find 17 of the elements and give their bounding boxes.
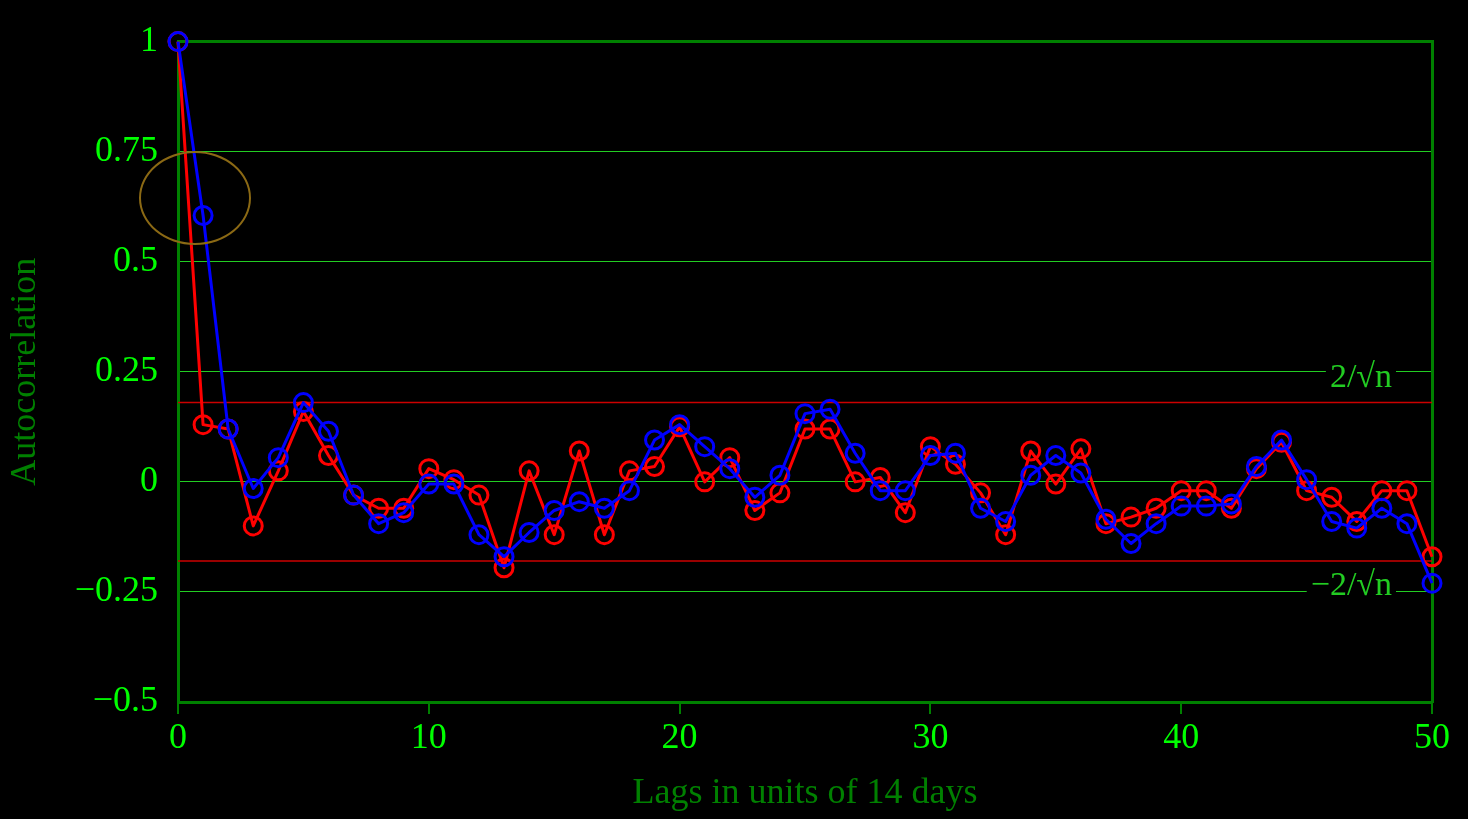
y-tick-label: 0.75	[95, 129, 158, 170]
x-tick-label: 20	[661, 716, 698, 757]
y-axis-title: Autocorrelation	[3, 257, 44, 486]
x-tick-label: 50	[1414, 716, 1450, 757]
x-tick-label: 30	[912, 716, 949, 757]
y-tick-label: −0.5	[92, 679, 158, 720]
x-tick-label: 40	[1163, 716, 1200, 757]
x-axis-title: Lags in units of 14 days	[632, 770, 978, 811]
y-tick-label: 1	[140, 19, 158, 60]
x-tick-label: 0	[169, 716, 187, 757]
ref-line-label: 2/√n	[1329, 356, 1392, 394]
y-tick-label: 0.25	[95, 349, 158, 390]
ref-line-label: −2/√n	[1310, 565, 1392, 603]
y-tick-label: 0.5	[113, 239, 158, 280]
y-tick-label: −0.25	[74, 569, 158, 610]
x-tick-label: 10	[410, 716, 447, 757]
y-tick-label: 0	[140, 459, 158, 500]
